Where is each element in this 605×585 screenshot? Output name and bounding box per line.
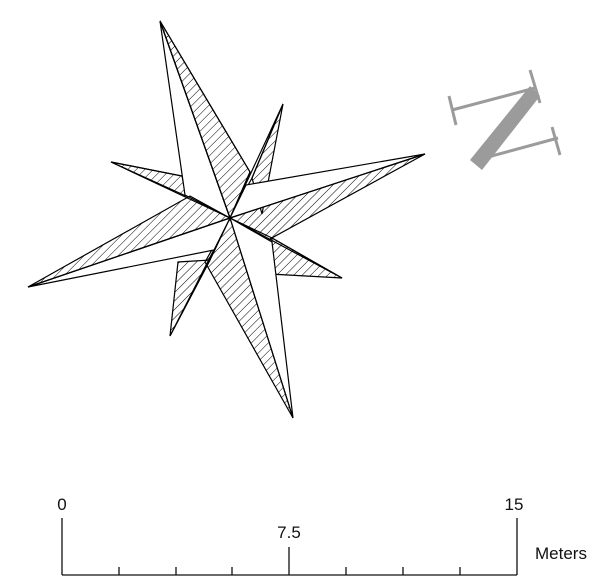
scale-label-7-5: 7.5: [277, 523, 301, 542]
scale-bar: [61, 518, 518, 576]
primary-points: [27, 20, 426, 419]
compass-rose-icon: [27, 20, 426, 419]
scale-label-0: 0: [57, 495, 66, 514]
north-arrow-icon: [447, 69, 562, 170]
scale-unit-label: Meters: [535, 544, 587, 563]
scale-label-15: 15: [505, 495, 524, 514]
